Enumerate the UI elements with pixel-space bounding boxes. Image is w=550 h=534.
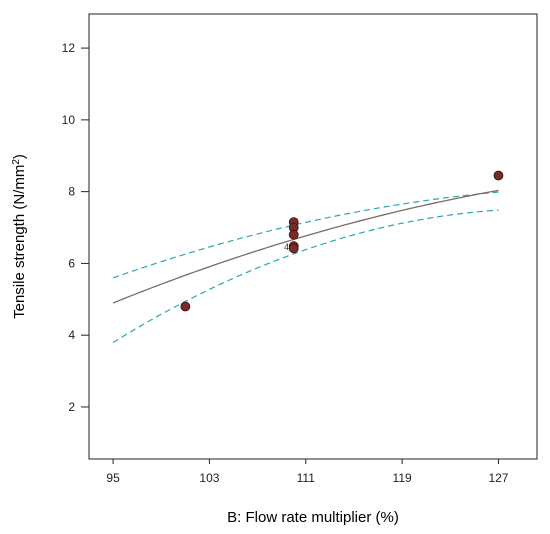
y-tick-label: 10 <box>62 113 76 127</box>
x-tick-label: 119 <box>393 471 412 485</box>
y-axis-label-main: Tensile strength (N/mm <box>11 165 28 319</box>
y-axis-label-end: ) <box>11 154 28 159</box>
y-axis-label-superscript: 2 <box>11 159 22 165</box>
x-tick-label: 127 <box>488 471 508 485</box>
ci-upper-line <box>112 191 499 279</box>
data-points <box>180 170 504 312</box>
plot-area <box>88 13 538 460</box>
fit-curve-group <box>112 189 499 304</box>
fit-line <box>112 189 499 304</box>
y-tick-label: 2 <box>68 400 75 414</box>
y-tick-label: 6 <box>68 256 75 270</box>
y-tick-label: 8 <box>68 185 75 199</box>
x-tick-label: 111 <box>297 471 316 485</box>
data-point <box>288 243 299 254</box>
x-tick-label: 95 <box>106 471 120 485</box>
overlap-annotation: 4 <box>284 242 289 252</box>
confidence-bands <box>112 191 499 344</box>
ci-lower-line <box>112 209 499 344</box>
data-point <box>493 170 504 181</box>
x-axis-label: B: Flow rate multiplier (%) <box>227 509 399 526</box>
x-tick-label: 103 <box>199 471 219 485</box>
y-tick-label: 12 <box>62 41 76 55</box>
plot-frame <box>88 13 538 460</box>
y-axis-ticks: 2 4 6 8 10 12 <box>62 41 89 414</box>
data-point <box>288 229 299 240</box>
y-tick-label: 4 <box>68 328 75 342</box>
y-axis-label: Tensile strength (N/mm2) <box>11 154 29 319</box>
x-axis-ticks: 95 103 111 119 127 <box>106 459 509 485</box>
data-point <box>180 301 191 312</box>
